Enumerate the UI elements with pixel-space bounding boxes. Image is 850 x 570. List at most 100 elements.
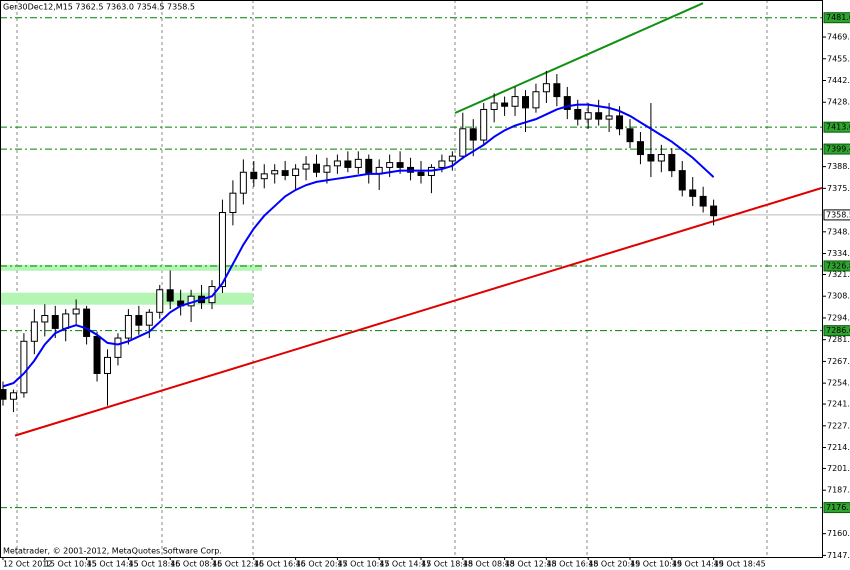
y-tick-label: 7187.5 [827,486,850,495]
candle-body [647,154,655,162]
level-label: 7413.0 [826,123,850,132]
x-tick-label: 15 Oct 10:45 [45,560,97,569]
candle-body [417,171,425,176]
candle-body [313,163,320,173]
x-tick-label: 16 Oct 12:45 [212,560,264,569]
level-label: 7176.7 [826,503,850,512]
y-tick-label: 7469.0 [827,33,850,42]
candle-body [636,141,644,156]
candle-body [605,115,613,120]
y-tick-label: 7201.0 [827,464,850,473]
moving-average [2,103,715,388]
x-tick-label: 12 Oct 2012 [3,560,52,569]
candle-body [553,83,561,98]
candle-body [511,96,519,107]
x-tick-label: 19 Oct 18:45 [714,560,766,569]
candle-body [699,195,707,207]
footer: Metatrader, © 2001-2012, MetaQuotes Soft… [3,547,222,556]
level-label-box [823,502,850,514]
candle-body [41,315,49,323]
candle-body [522,96,529,109]
level-label-box [823,12,850,24]
y-tick-label: 7375.0 [827,184,850,193]
candle-body [93,335,101,374]
candle-body [574,108,582,120]
candle-body [229,192,237,213]
candle-body [386,162,394,168]
candle-body [678,170,686,191]
candle-body [668,154,676,172]
y-tick-label: 7455.5 [827,54,850,63]
x-tick-label: 18 Oct 08:45 [463,560,515,569]
level-label-box [823,260,850,272]
candle-body [166,289,174,302]
current-price-box [823,209,850,221]
candle-body [354,158,362,168]
x-tick-label: 17 Oct 18:45 [421,560,473,569]
level-label: 7286.6 [826,326,850,335]
y-tick-label: 7348.0 [827,227,850,236]
y-tick-label: 7321.5 [827,270,850,279]
candle-body [542,83,550,93]
y-tick-label: 7281.0 [827,335,850,344]
candle-body [51,315,59,329]
candle-body [114,337,122,358]
candle-body [104,356,111,374]
level-label-box [823,325,850,337]
candle-body [323,165,331,173]
candle-body [344,160,352,168]
level-label-box [823,143,850,155]
candle-body [145,311,153,326]
x-tick-label: 17 Oct 10:45 [337,560,389,569]
plot-frame [0,0,823,558]
vertical-grid [16,0,768,557]
y-tick-label: 7388.5 [827,162,850,171]
candle-body [218,211,226,288]
candle-body [9,392,17,400]
candle-body [302,163,310,170]
x-tick-label: 19 Oct 14:45 [672,560,724,569]
y-tick-label: 7147.0 [827,551,850,560]
candle-body [156,289,164,313]
x-tick-label: 16 Oct 20:45 [296,560,348,569]
candle-body [271,170,279,175]
x-tick-label: 15 Oct 18:45 [128,560,180,569]
candle-body [62,313,70,329]
x-tick-label: 18 Oct 20:45 [588,560,640,569]
x-tick-label: 18 Oct 12:45 [505,560,557,569]
y-tick-label: 7294.5 [827,313,850,322]
y-tick-label: 7241.0 [827,400,850,409]
candle-body [595,112,603,120]
candle-body [459,128,467,157]
candle-body [333,160,341,167]
x-tick-label: 18 Oct 16:45 [546,560,598,569]
candle-body [72,308,80,315]
current-price-label: 7358.5 [826,210,850,219]
trendline [14,186,823,437]
candle-body [239,171,247,194]
candle-body [532,91,540,109]
candle-body [584,112,592,120]
level-label: 7399.4 [826,145,850,154]
candle-body [710,205,718,217]
candle-body [135,315,143,326]
plot-layer [0,2,823,509]
candle-body [83,308,91,337]
candle-body [563,96,571,110]
candle-body [396,162,404,168]
candle-body [469,128,477,141]
candle-body [260,173,268,180]
candle-body [616,115,624,130]
y-tick-label: 7254.0 [827,379,850,388]
chart-header: Ger30Dec12,M15 7362.5 7363.0 7354.5 7358… [3,3,195,12]
x-tick-label: 17 Oct 14:45 [379,560,431,569]
level-label-box [823,121,850,133]
y-tick-label: 7428.5 [827,98,850,107]
candle-body [438,160,446,168]
trendline [454,2,704,114]
candle-body [490,102,498,110]
y-tick-label: 7267.5 [827,357,850,366]
x-tick-label: 16 Oct 16:45 [254,560,306,569]
